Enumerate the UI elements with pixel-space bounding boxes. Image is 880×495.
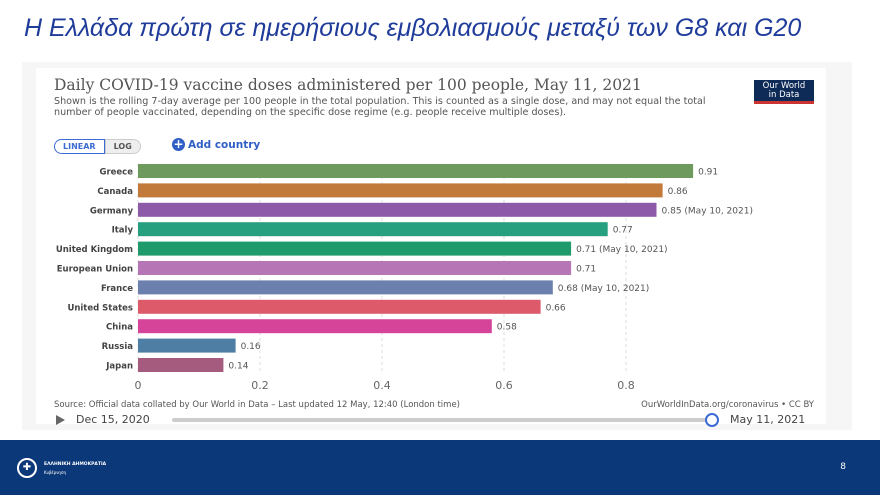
chart-title: Daily COVID-19 vaccine doses administere…	[54, 76, 642, 94]
log-button[interactable]: LOG	[104, 139, 141, 154]
linear-button[interactable]: LINEAR	[54, 139, 105, 154]
category-label: Japan	[105, 362, 133, 372]
x-tick-label: 0.8	[617, 379, 635, 392]
value-label: 0.14	[228, 362, 248, 372]
value-label: 0.16	[241, 342, 261, 352]
slide-title: Η Ελλάδα πρώτη σε ημερήσιους εμβολιασμού…	[24, 14, 802, 42]
value-label: 0.71 (May 10, 2021)	[576, 245, 667, 255]
credit-note: OurWorldInData.org/coronavirus • CC BY	[641, 400, 814, 410]
bar[interactable]	[138, 280, 553, 295]
chart-subtitle: Shown is the rolling 7-day average per 1…	[54, 96, 706, 118]
timeline-track[interactable]	[172, 418, 712, 422]
category-label: United Kingdom	[56, 245, 133, 255]
value-label: 0.86	[668, 187, 688, 197]
greek-emblem-icon: ✚	[17, 458, 37, 478]
timeline	[56, 413, 719, 427]
page-number: 8	[840, 462, 846, 472]
bar[interactable]	[138, 202, 657, 217]
bar[interactable]	[138, 299, 541, 314]
x-tick-label: 0.2	[251, 379, 269, 392]
value-label: 0.66	[546, 303, 566, 313]
category-label: China	[106, 323, 133, 333]
footer-bar: ✚ ΕΛΛΗΝΙΚΗ ΔΗΜΟΚΡΑΤΙΑ Κυβέρνηση 8	[0, 440, 880, 495]
add-country-button[interactable]: + Add country	[172, 137, 261, 151]
scale-toggle: LINEAR LOG	[54, 139, 141, 154]
bar[interactable]	[138, 319, 492, 334]
value-label: 0.91	[698, 168, 718, 178]
source-note: Source: Official data collated by Our Wo…	[54, 400, 460, 410]
value-label: 0.85 (May 10, 2021)	[662, 206, 753, 216]
end-date: May 11, 2021	[730, 413, 806, 426]
category-label: Russia	[102, 342, 134, 352]
category-label: France	[101, 284, 133, 294]
bar[interactable]	[138, 261, 572, 275]
category-label: Germany	[90, 206, 134, 216]
category-label: Canada	[97, 187, 133, 197]
bar[interactable]	[138, 338, 236, 353]
x-tick-label: 0.4	[373, 379, 391, 392]
dept-name: Κυβέρνηση	[44, 470, 67, 475]
bar[interactable]	[138, 164, 694, 178]
category-label: United States	[67, 303, 133, 313]
play-icon[interactable]	[56, 415, 65, 425]
category-label: European Union	[57, 265, 133, 275]
plus-icon: +	[172, 137, 185, 151]
bar-chart: 0 0.2 0.4 0.6 0.8 Greece 0.91 Canada 0.86 Germany…	[56, 164, 753, 392]
bar[interactable]	[138, 222, 608, 237]
value-label: 0.58	[497, 323, 517, 333]
bar[interactable]	[138, 358, 224, 372]
category-label: Italy	[112, 226, 134, 236]
value-label: 0.77	[613, 226, 633, 236]
owid-logo: Our World in Data	[754, 80, 814, 104]
value-label: 0.68 (May 10, 2021)	[558, 284, 649, 294]
category-label: Greece	[99, 168, 133, 178]
bar[interactable]	[138, 241, 572, 256]
org-name: ΕΛΛΗΝΙΚΗ ΔΗΜΟΚΡΑΤΙΑ	[44, 462, 107, 467]
bar[interactable]	[138, 183, 663, 198]
value-label: 0.71	[576, 265, 596, 275]
start-date: Dec 15, 2020	[76, 413, 150, 426]
timeline-handle[interactable]	[705, 413, 719, 427]
x-tick-label: 0	[135, 379, 142, 392]
x-tick-label: 0.6	[495, 379, 513, 392]
